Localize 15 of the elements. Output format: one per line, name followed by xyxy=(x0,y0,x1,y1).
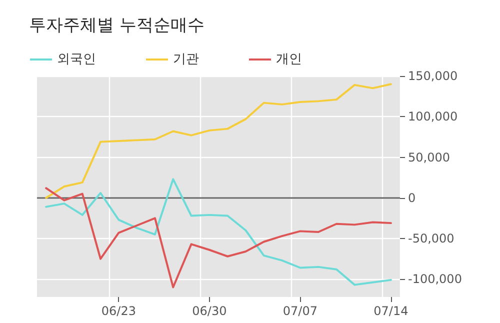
legend-label: 기관 xyxy=(173,52,199,67)
chart-title: 투자주체별 누적순매수 xyxy=(29,16,204,36)
y-tick-label: 100,000 xyxy=(408,110,458,124)
y-tick-label: -100,000 xyxy=(408,272,462,286)
x-tick-label: 07/07 xyxy=(282,304,318,318)
x-tick-label: 07/14 xyxy=(374,304,408,318)
x-tick-label: 06/23 xyxy=(101,304,136,318)
y-tick-label: 0 xyxy=(408,190,416,205)
line-series xyxy=(45,83,392,199)
y-tick-label: 150,000 xyxy=(408,69,458,83)
y-tick-label: 50,000 xyxy=(408,150,450,164)
x-tick-label: 06/30 xyxy=(192,304,227,318)
legend-label: 외국인 xyxy=(57,52,96,67)
legend-label: 개인 xyxy=(276,52,302,67)
y-tick-label: -50,000 xyxy=(408,232,454,246)
